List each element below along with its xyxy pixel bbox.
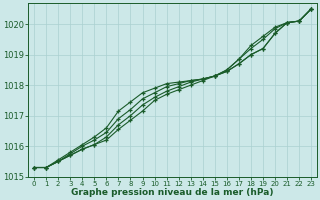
- X-axis label: Graphe pression niveau de la mer (hPa): Graphe pression niveau de la mer (hPa): [71, 188, 274, 197]
